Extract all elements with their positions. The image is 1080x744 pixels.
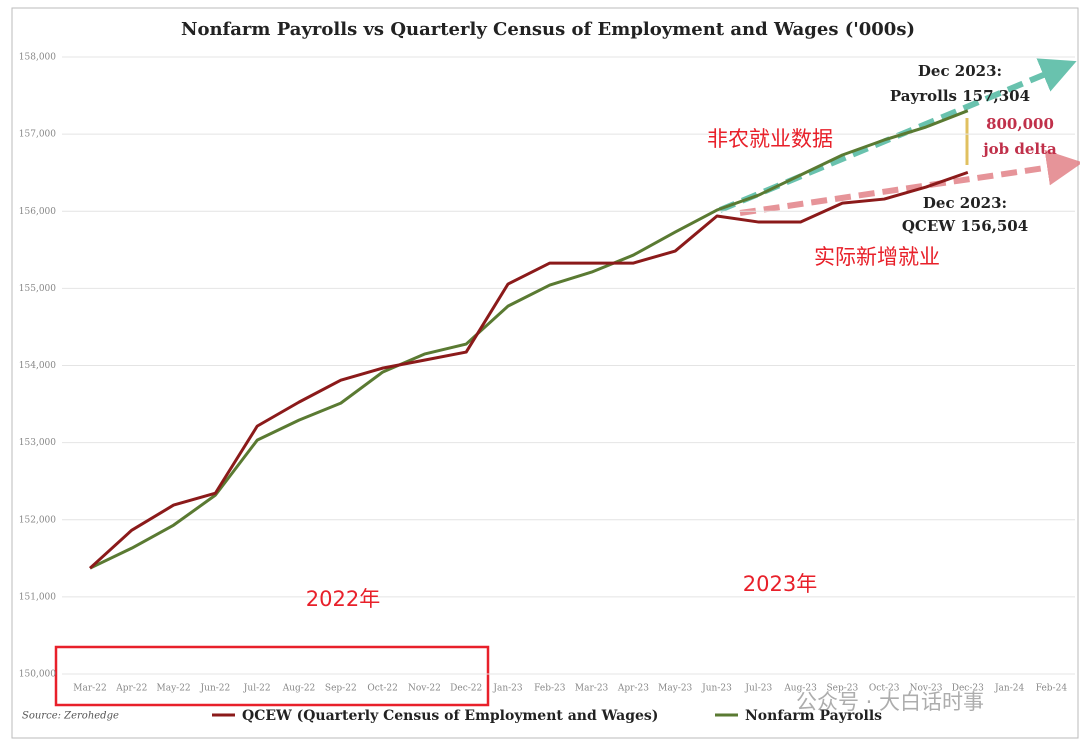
y-tick-label: 150,000 [19,670,56,680]
x-tick-label: Jan-24 [994,684,1025,694]
x-tick-label: Feb-24 [1036,684,1068,694]
annotation: 实际新增就业 [814,245,940,269]
x-tick-label: Aug-23 [783,684,817,694]
y-tick-label: 154,000 [19,361,56,371]
x-tick-label: Jun-23 [701,684,732,694]
y-tick-label: 153,000 [19,438,56,448]
x-tick-label: Apr-22 [115,684,147,694]
x-tick-label: Jan-23 [492,684,523,694]
x-tick-label: Dec-22 [450,684,482,694]
legend-label: QCEW (Quarterly Census of Employment and… [242,708,658,724]
x-tick-label: Nov-22 [408,684,441,694]
x-tick-label: Apr-23 [617,684,649,694]
annotation: QCEW 156,504 [902,217,1028,235]
x-tick-label: Mar-22 [73,684,106,694]
x-tick-label: Oct-23 [869,684,900,694]
chart-title: Nonfarm Payrolls vs Quarterly Census of … [181,19,915,40]
x-tick-label: May-23 [658,684,692,694]
x-tick-label: Nov-23 [910,684,943,694]
x-tick-label: Jun-22 [200,684,231,694]
x-tick-label: Sep-22 [325,684,357,694]
annotation: 公众号 · 大白话时事 [796,690,984,714]
annotation: 2022年 [306,587,380,611]
y-tick-label: 151,000 [19,592,56,602]
y-tick-label: 152,000 [19,515,56,525]
annotation: Payrolls 157,304 [890,87,1030,105]
series-line [88,170,969,570]
series-line [89,109,969,570]
y-tick-label: 157,000 [19,130,56,140]
trend-arrow [739,149,1080,216]
x-tick-label: Dec-23 [952,684,984,694]
annotation: Dec 2023: [918,62,1002,80]
source: Source: Zerohedge [22,711,119,722]
x-tick-label: Sep-23 [827,684,859,694]
annotation: 非农就业数据 [707,127,833,151]
annotation: 2023年 [743,572,817,596]
x-tick-label: Aug-22 [282,684,316,694]
annotation: job delta [981,140,1057,158]
legend-label: Nonfarm Payrolls [745,708,882,724]
highlight-box [54,645,490,707]
annotation: 800,000 [986,115,1054,133]
x-tick-label: Mar-23 [575,684,609,694]
frame [11,7,1079,739]
y-tick-label: 158,000 [19,53,56,63]
x-tick-label: Jul-22 [243,684,271,694]
x-tick-label: Oct-22 [367,684,398,694]
y-tick-label: 155,000 [19,284,56,294]
x-tick-label: Feb-23 [534,684,566,694]
y-tick-label: 156,000 [19,207,56,217]
x-tick-label: May-22 [157,684,191,694]
x-tick-label: Jul-23 [744,684,772,694]
annotation: Dec 2023: [923,194,1007,212]
